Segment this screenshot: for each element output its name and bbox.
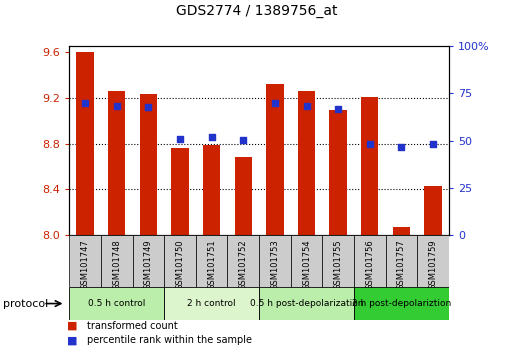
Point (271, 101, 279, 106)
Bar (132, 235, 164, 287)
Text: GSM101750: GSM101750 (175, 240, 185, 290)
Bar (101, 235, 132, 287)
Bar (69, 287, 164, 320)
Bar (76, 52, 94, 235)
Point (239, 137, 247, 143)
Bar (393, 227, 410, 235)
Text: GSM101755: GSM101755 (333, 240, 343, 290)
Bar (322, 235, 354, 287)
Point (366, 141, 374, 147)
Text: GSM101754: GSM101754 (302, 240, 311, 290)
Bar (164, 235, 196, 287)
Bar (164, 287, 259, 320)
Point (334, 106, 342, 112)
Text: 2 h post-depolariztion: 2 h post-depolariztion (352, 299, 451, 308)
Text: ■: ■ (67, 335, 77, 345)
Text: transformed count: transformed count (87, 321, 178, 331)
Text: GSM101747: GSM101747 (81, 240, 90, 290)
Bar (108, 91, 125, 235)
Bar (227, 235, 259, 287)
Text: protocol: protocol (3, 298, 48, 309)
Bar (386, 235, 417, 287)
Bar (234, 158, 252, 235)
Text: ■: ■ (67, 321, 77, 331)
Bar (196, 235, 227, 287)
Bar (424, 186, 442, 235)
Bar (171, 148, 189, 235)
Text: GSM101756: GSM101756 (365, 240, 374, 290)
Bar (69, 235, 101, 287)
Bar (298, 91, 315, 235)
Text: 2 h control: 2 h control (187, 299, 236, 308)
Bar (361, 97, 379, 235)
Bar (417, 235, 449, 287)
Bar (266, 84, 284, 235)
Text: 0.5 h control: 0.5 h control (88, 299, 145, 308)
Bar (140, 94, 157, 235)
Point (429, 141, 437, 147)
Point (113, 103, 121, 109)
Bar (259, 235, 291, 287)
Text: GSM101748: GSM101748 (112, 240, 121, 290)
Text: GSM101749: GSM101749 (144, 240, 153, 290)
Text: 0.5 h post-depolarization: 0.5 h post-depolarization (250, 299, 363, 308)
Bar (354, 235, 386, 287)
Text: GSM101757: GSM101757 (397, 240, 406, 290)
Bar (203, 145, 220, 235)
Text: GSM101751: GSM101751 (207, 240, 216, 290)
Bar (329, 110, 347, 235)
Point (144, 104, 152, 110)
Text: GDS2774 / 1389756_at: GDS2774 / 1389756_at (176, 4, 337, 18)
Point (207, 134, 215, 139)
Point (302, 103, 310, 109)
Bar (291, 235, 322, 287)
Bar (354, 287, 449, 320)
Text: GSM101759: GSM101759 (428, 240, 438, 290)
Point (81, 101, 89, 106)
Bar (259, 287, 354, 320)
Text: GSM101752: GSM101752 (239, 240, 248, 290)
Text: percentile rank within the sample: percentile rank within the sample (87, 335, 252, 345)
Point (176, 136, 184, 142)
Text: GSM101753: GSM101753 (270, 240, 280, 290)
Point (397, 144, 405, 150)
